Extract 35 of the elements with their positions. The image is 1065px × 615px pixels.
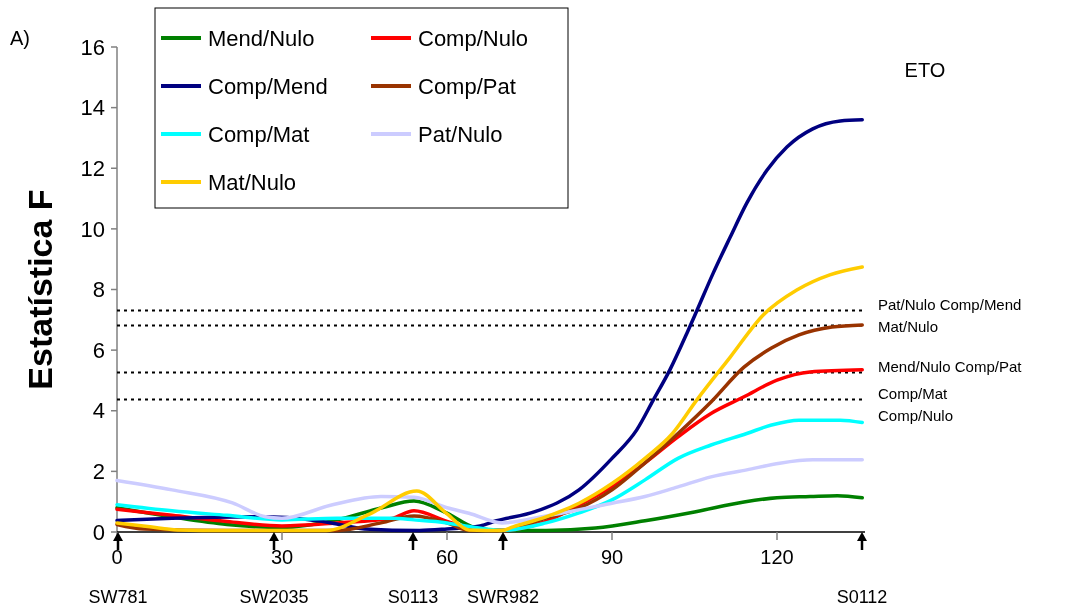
text: SW781 (88, 587, 148, 607)
y-tick-label: 12 (80, 155, 105, 181)
y-tick-label: 0 (92, 519, 105, 545)
y-tick-label: 6 (92, 337, 105, 363)
x-tick-label: 60 (435, 546, 459, 568)
text: SWR982 (466, 587, 540, 607)
text: ETO (904, 59, 946, 81)
y-tick-label: 4 (92, 398, 105, 424)
ref-line-label: Mat/Nulo (878, 317, 939, 335)
line-series (115, 458, 864, 525)
x-tick-label: 0 (111, 546, 123, 568)
text: SW2035 (239, 587, 309, 607)
text: A) (10, 27, 30, 49)
x-tick-label: 30 (270, 546, 294, 568)
legend-label: Mat/Nulo (208, 169, 297, 195)
legend-label: Comp/Pat (418, 73, 516, 99)
legend-label: Pat/Nulo (418, 121, 503, 147)
y-tick-label: 10 (80, 216, 105, 242)
y-tick-label: 14 (80, 95, 105, 121)
legend-label: Comp/Mend (208, 73, 328, 99)
legend-label: Comp/Nulo (418, 25, 529, 51)
y-tick-label: 16 (80, 34, 105, 60)
ref-line-label: Comp/Mat (878, 384, 949, 402)
x-tick-label: 90 (600, 546, 624, 568)
x-tick-label: 120 (760, 546, 794, 568)
y-tick-label: 8 (92, 277, 105, 303)
ref-line-label: Mend/Nulo Comp/Pat (878, 357, 1023, 375)
text: S0112 (836, 587, 888, 607)
legend-label: Mend/Nulo (208, 25, 315, 51)
y-axis-title: Estatística F (21, 189, 59, 390)
ref-line-label: Pat/Nulo Comp/Mend (878, 295, 1022, 313)
legend-label: Comp/Mat (208, 121, 310, 147)
text: Comp/Nulo (878, 406, 954, 424)
text: S0113 (387, 587, 439, 607)
y-tick-label: 2 (92, 459, 105, 485)
